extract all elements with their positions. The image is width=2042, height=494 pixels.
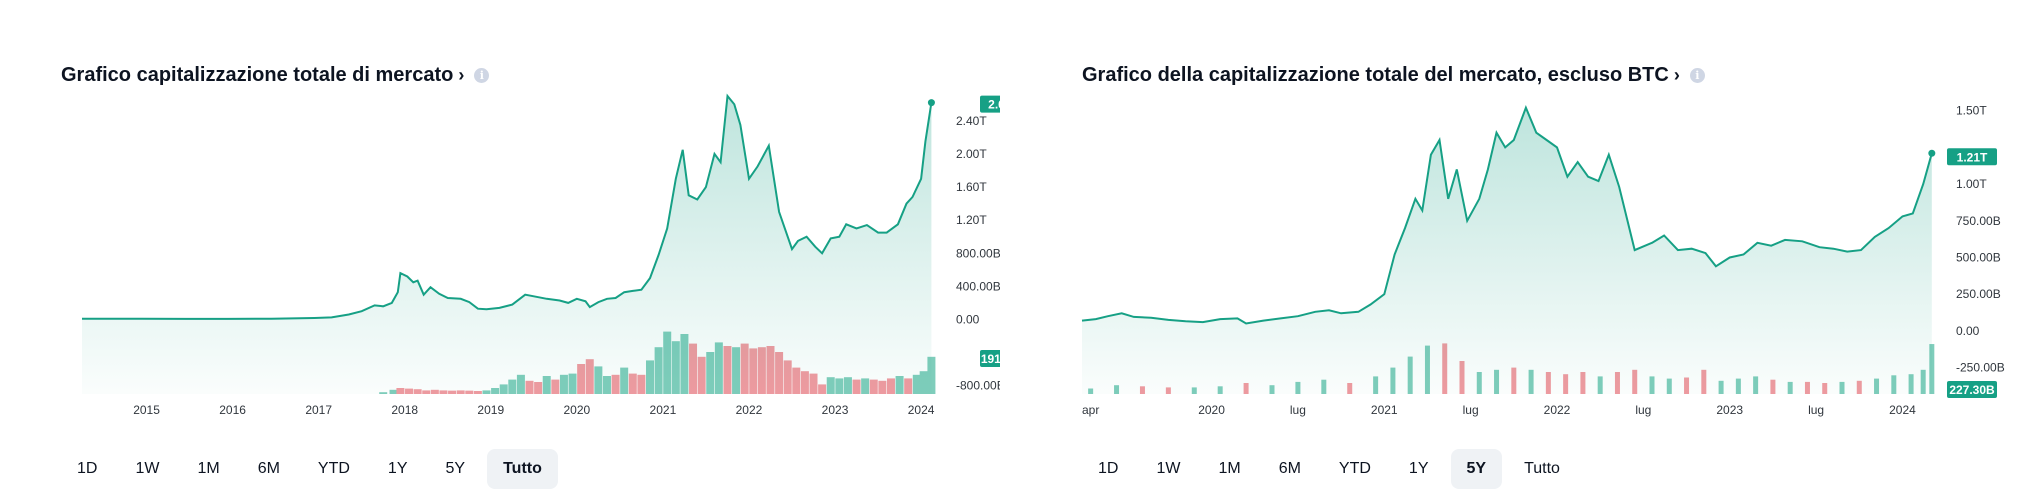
- tab-ytd[interactable]: YTD: [317, 460, 350, 477]
- x-tick-label: lug: [1635, 403, 1651, 417]
- tab-1w[interactable]: 1W: [135, 460, 160, 477]
- chart-title: Grafico capitalizzazione totale di merca…: [61, 64, 490, 87]
- tab-1m[interactable]: 1M: [1218, 460, 1241, 477]
- tab-1y[interactable]: 1Y: [1408, 460, 1429, 477]
- x-tick-label: 2024: [908, 403, 935, 417]
- y-tick-label: 2.40T: [956, 114, 987, 128]
- y-tick-label: -250.00B: [1956, 361, 2005, 375]
- y-tick-label: 400.00B: [956, 279, 1000, 293]
- tab-5y[interactable]: 5Y: [1450, 449, 1503, 489]
- market-cap-excl-btc-panel: Grafico della capitalizzazione totale de…: [1021, 0, 2021, 494]
- market-cap-chart[interactable]: -800.00B 0.00 400.00B 800.00B 1.20T 1.60T 2.00…: [0, 0, 1000, 420]
- y-tick-label: 1.60T: [956, 180, 987, 194]
- current-value-label: 1.21T: [1957, 150, 1988, 164]
- x-tick-label: lug: [1290, 403, 1306, 417]
- y-tick-label: 1.50T: [1956, 104, 1987, 118]
- chevron-right-icon[interactable]: ›: [1673, 65, 1680, 85]
- x-tick-label: 2023: [822, 403, 849, 417]
- x-tick-label: 2019: [477, 403, 504, 417]
- x-tick-label: 2022: [736, 403, 763, 417]
- time-range-tabs: 1D 1W 1M 6M YTD 1Y 5Y Tutto: [1082, 448, 1576, 490]
- y-tick-label: 800.00B: [956, 246, 1000, 260]
- x-tick-label: 2020: [563, 403, 590, 417]
- volume-value-label: 227.30B: [1949, 383, 1995, 397]
- tab-tutto[interactable]: Tutto: [487, 449, 558, 489]
- y-tick-label: -800.00B: [956, 379, 1000, 393]
- x-tick-label: lug: [1808, 403, 1824, 417]
- total-market-cap-panel: Grafico capitalizzazione totale di merca…: [0, 0, 1000, 494]
- current-value-badge: [980, 95, 1000, 113]
- x-tick-label: 2021: [1371, 403, 1398, 417]
- volume-bar: [927, 356, 936, 394]
- y-tick-label: 2.00T: [956, 147, 987, 161]
- x-tick-label: 2017: [305, 403, 332, 417]
- time-range-tabs: 1D 1W 1M 6M YTD 1Y 5Y Tutto: [61, 448, 558, 490]
- x-tick-label: 2024: [1889, 403, 1916, 417]
- tab-1y[interactable]: 1Y: [387, 460, 408, 477]
- tab-5y[interactable]: 5Y: [445, 460, 466, 477]
- area-fill: [82, 96, 932, 394]
- y-tick-label: 0.00: [1956, 324, 1980, 338]
- volume-value-label: 191.62B: [981, 352, 1000, 366]
- chart-title-link[interactable]: Grafico capitalizzazione totale di merca…: [61, 64, 454, 86]
- x-tick-label: apr: [1082, 403, 1099, 417]
- volume-badge: [1947, 381, 1997, 398]
- x-tick-label: 2022: [1544, 403, 1571, 417]
- market-cap-excl-btc-chart[interactable]: -250.00B 0.00 250.00B 500.00B 750.00B 1.00T 1.…: [1021, 0, 2021, 420]
- area-fill: [1082, 107, 1932, 394]
- y-tick-label: 1.00T: [1956, 177, 1987, 191]
- chart-title: Grafico della capitalizzazione totale de…: [1082, 64, 1705, 87]
- x-tick-label: 2021: [650, 403, 677, 417]
- y-tick-label: 750.00B: [1956, 214, 2001, 228]
- y-tick-label: 0.00: [956, 313, 980, 327]
- volume-badge: [980, 350, 1000, 367]
- tab-1d[interactable]: 1D: [77, 460, 98, 477]
- chevron-right-icon[interactable]: ›: [458, 65, 465, 85]
- tab-6m[interactable]: 6M: [1278, 460, 1301, 477]
- chart-title-link[interactable]: Grafico della capitalizzazione totale de…: [1082, 64, 1669, 86]
- series-line: [1081, 104, 1933, 325]
- volume-bar: [1929, 344, 1935, 394]
- x-tick-label: 2016: [219, 403, 246, 417]
- tab-tutto[interactable]: Tutto: [1524, 460, 1560, 477]
- x-tick-label: 2015: [133, 403, 160, 417]
- y-tick-label: 250.00B: [1956, 287, 2001, 301]
- tab-6m[interactable]: 6M: [257, 460, 280, 477]
- current-value-label: 2.62T: [988, 98, 1000, 112]
- x-tick-label: 2018: [391, 403, 418, 417]
- tab-1d[interactable]: 1D: [1098, 460, 1119, 477]
- current-point: [927, 99, 935, 107]
- x-tick-label: 2023: [1716, 403, 1743, 417]
- current-value-badge: [1947, 148, 1997, 166]
- x-tick-label: lug: [1463, 403, 1479, 417]
- tab-1m[interactable]: 1M: [197, 460, 220, 477]
- tab-ytd[interactable]: YTD: [1338, 460, 1371, 477]
- info-icon[interactable]: i: [1689, 68, 1705, 83]
- tab-1w[interactable]: 1W: [1156, 460, 1181, 477]
- x-tick-label: 2020: [1198, 403, 1225, 417]
- y-tick-label: 1.20T: [956, 213, 987, 227]
- info-icon[interactable]: i: [474, 68, 490, 83]
- y-tick-label: 500.00B: [1956, 250, 2001, 264]
- current-point: [1928, 149, 1936, 157]
- series-line: [81, 93, 933, 320]
